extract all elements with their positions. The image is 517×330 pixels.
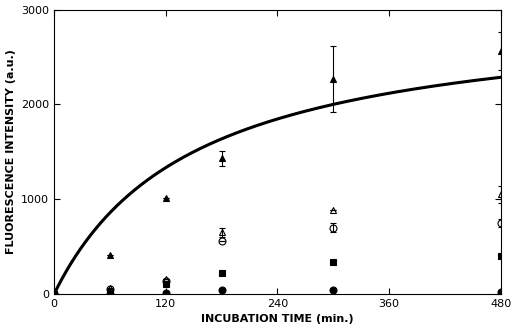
X-axis label: INCUBATION TIME (min.): INCUBATION TIME (min.) (201, 314, 354, 324)
Y-axis label: FLUORESCENCE INTENSITY (a.u.): FLUORESCENCE INTENSITY (a.u.) (6, 50, 16, 254)
